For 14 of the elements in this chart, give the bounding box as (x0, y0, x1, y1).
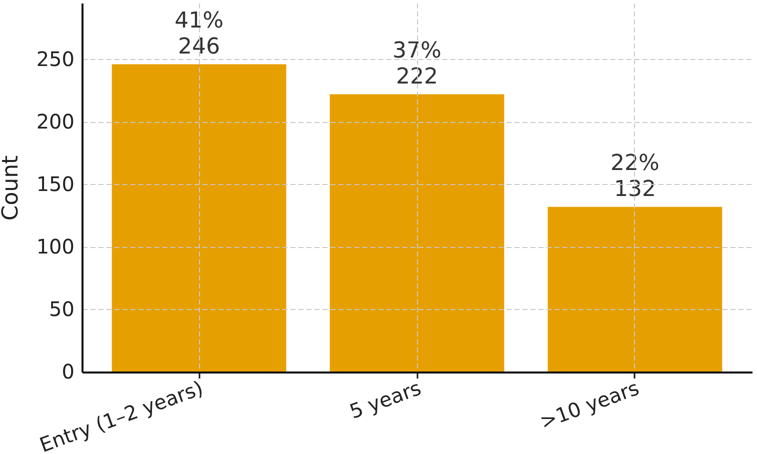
y-tick-label: 200 (36, 109, 74, 134)
data-label: 37% 222 (392, 38, 442, 90)
y-axis-title: Count (0, 154, 24, 221)
bar (548, 206, 722, 372)
bar (330, 94, 504, 372)
y-tick-label: 0 (62, 360, 74, 384)
x-tick-label: >10 years (536, 376, 642, 434)
y-tick-label: 150 (36, 172, 74, 196)
x-tick-label: 5 years (346, 376, 424, 424)
y-tick-label: 50 (49, 296, 74, 321)
data-label: 41% 246 (174, 8, 224, 60)
y-tick-label: 250 (36, 46, 74, 71)
y-tick-label: 100 (36, 234, 74, 258)
bar (112, 64, 286, 372)
